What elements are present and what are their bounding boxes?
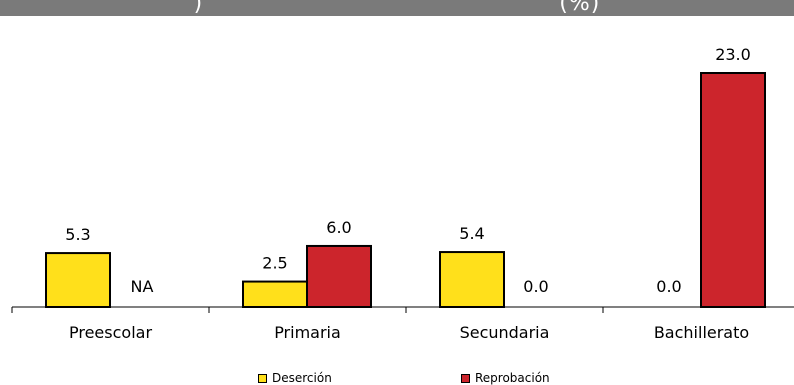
category-label: Preescolar bbox=[69, 323, 152, 342]
legend-label-desercion: Deserción bbox=[272, 371, 332, 385]
header-bar: ) (%) bbox=[0, 0, 794, 16]
bar-chart: 5.3 NA Preescolar 2.5 6.0 Primaria 5.4 0.0 Secun… bbox=[11, 45, 794, 342]
legend-swatch-reprobacion bbox=[461, 373, 470, 383]
header-title-fragment: ) bbox=[193, 0, 204, 16]
bar-reprobacion bbox=[306, 244, 372, 309]
data-label-reprobacion: 6.0 bbox=[326, 218, 351, 237]
bar-reprobacion bbox=[700, 72, 766, 308]
bar-desercion bbox=[242, 280, 308, 308]
legend-item-reprobacion: Reprobación bbox=[461, 371, 550, 385]
data-label-reprobacion: 23.0 bbox=[715, 45, 751, 64]
legend-label-reprobacion: Reprobación bbox=[475, 371, 550, 385]
category-label: Bachillerato bbox=[654, 323, 749, 342]
bar-desercion bbox=[439, 251, 505, 308]
data-label-reprobacion: NA bbox=[131, 277, 154, 296]
category-label: Primaria bbox=[274, 323, 341, 342]
data-label-desercion: 0.0 bbox=[656, 277, 681, 296]
legend-swatch-desercion bbox=[258, 373, 267, 383]
header-title-end: (%) bbox=[559, 0, 601, 16]
bar-desercion bbox=[45, 252, 111, 308]
data-label-desercion: 2.5 bbox=[262, 254, 287, 273]
category-label: Secundaria bbox=[460, 323, 550, 342]
data-label-reprobacion: 0.0 bbox=[523, 277, 548, 296]
data-label-desercion: 5.3 bbox=[65, 225, 90, 244]
data-label-desercion: 5.4 bbox=[459, 224, 484, 243]
header-title: ) (%) bbox=[0, 0, 794, 16]
chart-legend: Deserción Reprobación bbox=[0, 371, 794, 385]
legend-item-desercion: Deserción bbox=[258, 371, 332, 385]
